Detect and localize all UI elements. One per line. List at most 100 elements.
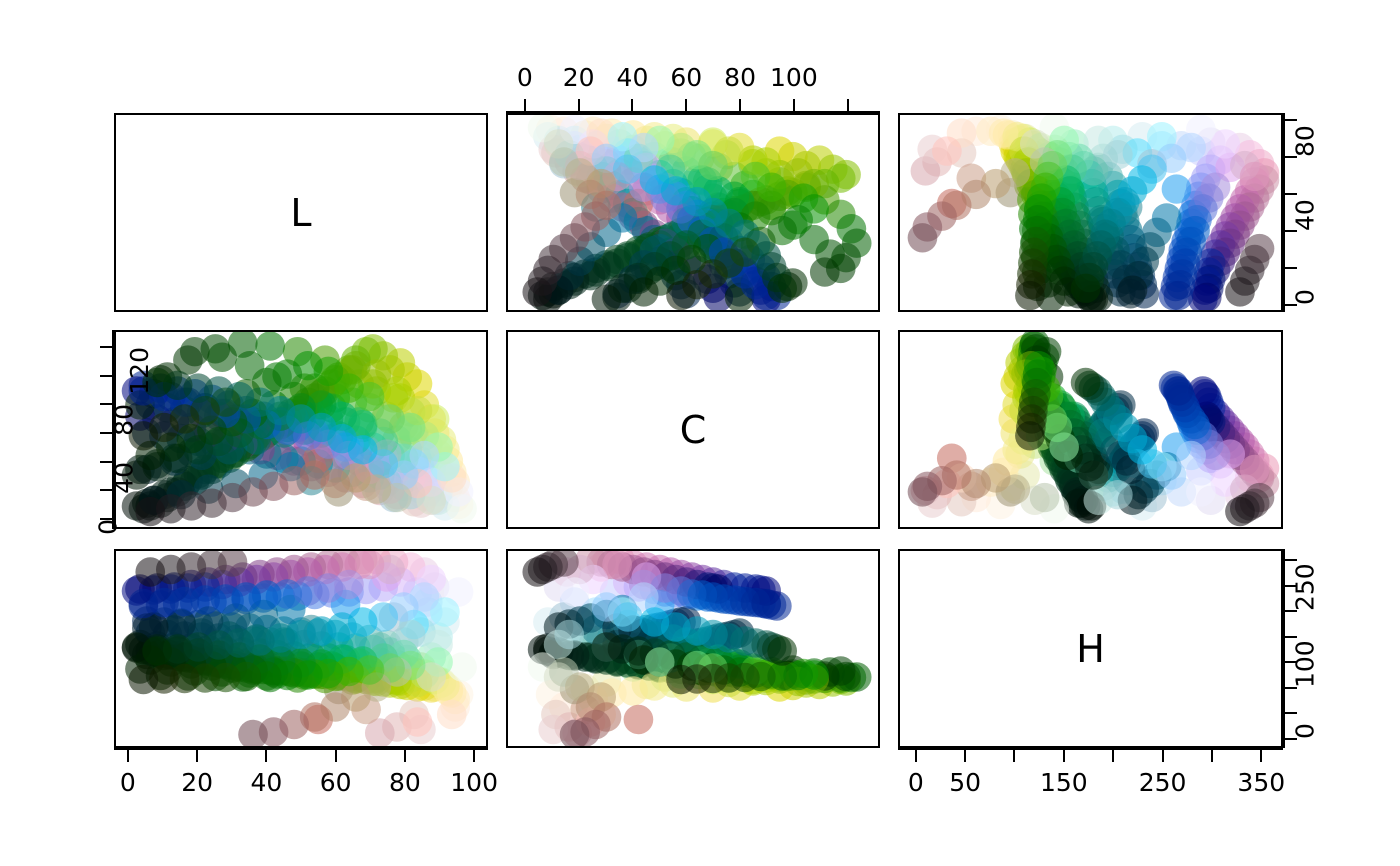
axis-tick [1210,750,1213,762]
axis-tick [100,460,112,463]
axis-tick-label: 0 [1290,288,1320,305]
axis-tick [914,750,917,762]
axis-tick [1285,712,1297,715]
panel-C-vs-L [114,330,488,529]
panel-C-vs-H [898,330,1283,529]
axis-tick-label: 0 [1290,722,1320,739]
axis-tick [1285,686,1297,689]
panel-diagonal-C: C [506,330,880,529]
axis-tick-label: 40 [250,768,283,797]
axis-tick-label: 100 [450,768,498,797]
axis-spine [898,748,1283,750]
axis-tick [739,99,742,111]
axis-tick [577,99,580,111]
panel-diagonal-L: L [114,113,488,312]
axis-tick-label: 40 [616,63,649,92]
axis-tick [792,99,795,111]
axis-tick-label: 0 [93,518,123,535]
axis-spine [112,330,114,529]
axis-tick [100,432,112,435]
axis-tick [1285,610,1297,613]
axis-tick-label: 150 [1039,768,1088,797]
axis-tick-label: 100 [770,63,818,92]
axis-tick [100,403,112,406]
axis-spine [506,111,880,113]
diagonal-label-L: L [290,190,312,235]
axis-right-lightness: 0 40 80 [1283,113,1400,312]
axis-tick [523,99,526,111]
axis-left-chroma: 0 40 80 120 [0,330,154,535]
axis-tick-label: 350 [1237,768,1286,797]
axis-tick [1285,193,1297,196]
axis-bottom-hue: 0 50 150 250 350 [898,748,1286,814]
axis-tick [1062,750,1065,762]
axis-tick [1285,156,1297,159]
axis-tick [196,750,199,762]
axis-tick [334,750,337,762]
axis-top-chroma: 0 20 40 60 80 100 [506,60,880,113]
axis-tick [1285,303,1297,306]
axis-tick-label: 80 [1290,125,1320,158]
panel-L-vs-H [898,113,1283,312]
panel-H-vs-L [114,549,488,748]
axis-tick-label: 50 [949,768,982,797]
axis-tick-label: 0 [907,768,924,797]
axis-tick [1285,737,1297,740]
axis-tick [1260,750,1263,762]
axis-tick-label: 120 [125,347,155,395]
axis-tick [1285,559,1297,562]
axis-tick [1285,119,1297,122]
axis-tick [964,750,967,762]
scatter-C-vs-L [121,332,477,527]
scatter-H-vs-C [522,551,872,746]
axis-tick [100,346,112,349]
axis-tick-label: 20 [181,768,214,797]
scatter-L-vs-H [907,115,1280,310]
axis-tick [1285,584,1297,587]
axis-spine [114,748,488,750]
scatter-H-vs-L [121,551,477,746]
axis-tick [100,374,112,377]
axis-tick [265,750,268,762]
axis-tick [631,99,634,111]
axis-tick [1285,266,1297,269]
axis-tick [1285,229,1297,232]
axis-tick-label: 80 [388,768,421,797]
axis-tick-label: 60 [319,768,352,797]
axis-tick-label: 100 [1290,640,1320,688]
axis-tick [126,750,129,762]
scatter-L-vs-C [522,115,872,310]
axis-tick [1161,750,1164,762]
axis-tick [473,750,476,762]
axis-spine [1283,113,1285,312]
axis-tick-label: 250 [1138,768,1187,797]
axis-right-hue: 0 100 250 [1283,549,1400,748]
diagonal-label-H: H [1076,626,1105,671]
axis-tick-label: 40 [1290,199,1320,231]
axis-bottom-lightness: 0 20 40 60 80 100 [114,748,498,814]
axis-tick [1285,661,1297,664]
axis-tick [100,517,112,520]
axis-tick [1013,750,1016,762]
axis-tick-label: 250 [1290,563,1320,612]
axis-spine [1283,549,1285,748]
panel-diagonal-H: H [898,549,1283,748]
axis-tick-label: 40 [109,461,139,494]
axis-tick-label: 80 [724,63,756,92]
axis-tick [685,99,688,111]
axis-tick-label: 0 [516,63,533,92]
axis-tick [1112,750,1115,762]
axis-tick [1285,635,1297,638]
axis-tick [403,750,406,762]
axis-tick [100,489,112,492]
panel-H-vs-C [506,549,880,748]
diagonal-label-C: C [679,407,707,452]
axis-tick-label: 60 [670,63,703,92]
axis-tick-label: 20 [562,63,595,92]
axis-tick-label: 80 [109,404,139,437]
axis-tick [846,99,849,111]
scatter-C-vs-H [907,332,1280,527]
axis-tick-label: 0 [119,768,136,797]
panel-L-vs-C [506,113,880,312]
